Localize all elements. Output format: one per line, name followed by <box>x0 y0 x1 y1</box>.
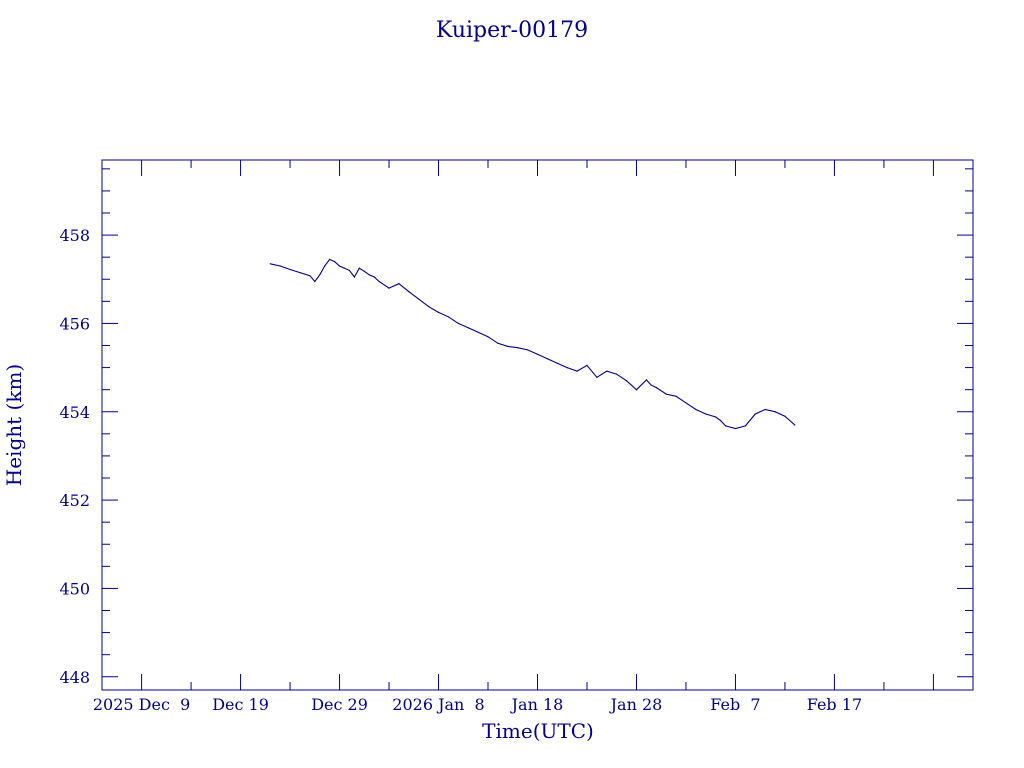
data-point <box>373 276 375 278</box>
data-point <box>527 349 529 351</box>
data-series-group <box>269 258 796 430</box>
x-tick-label: 2026 Jan 8 <box>392 695 484 714</box>
x-tick-label: Feb 7 <box>710 695 760 714</box>
data-point <box>363 270 365 272</box>
x-axis-title: Time(UTC) <box>482 719 594 743</box>
data-point <box>774 411 776 413</box>
data-point <box>507 345 509 347</box>
axis-tick-labels: 448 450 452 454 456 458 2025 Dec 9 Dec 19 Dec 29… <box>59 226 862 714</box>
data-point <box>685 402 687 404</box>
y-tick-label: 454 <box>59 403 90 422</box>
data-point <box>447 316 449 318</box>
data-point <box>467 327 469 329</box>
data-point <box>665 393 667 395</box>
data-point <box>358 267 360 269</box>
x-tick-label: Dec 19 <box>212 695 269 714</box>
y-tick-label: 452 <box>59 491 90 510</box>
x-tick-label: Dec 29 <box>311 695 368 714</box>
data-point <box>368 274 370 276</box>
data-point <box>324 265 326 267</box>
data-point <box>675 395 677 397</box>
data-point <box>338 265 341 267</box>
data-point <box>715 416 717 418</box>
data-point <box>497 342 499 344</box>
data-point <box>487 336 489 338</box>
y-axis-title: Height (km) <box>2 364 26 486</box>
y-tick-label: 456 <box>59 314 90 333</box>
data-point <box>348 269 350 271</box>
data-point <box>477 331 479 333</box>
data-point <box>616 373 618 375</box>
data-point <box>695 408 697 411</box>
data-point <box>299 272 301 274</box>
data-point <box>784 415 786 417</box>
data-point <box>314 280 316 283</box>
chart-title: Kuiper-00179 <box>436 18 588 43</box>
data-point <box>319 274 321 276</box>
data-point <box>744 425 747 427</box>
data-point <box>635 389 638 391</box>
data-point <box>650 384 652 386</box>
data-point <box>408 291 410 293</box>
data-point <box>556 362 558 364</box>
data-point <box>517 347 519 349</box>
data-point <box>437 311 440 313</box>
data-point <box>329 258 331 260</box>
data-point <box>606 370 608 372</box>
x-tick-label: Jan 18 <box>510 695 564 714</box>
x-tick-label: Jan 28 <box>609 695 663 714</box>
height-series-line <box>270 258 796 430</box>
data-point <box>764 408 766 411</box>
data-point <box>586 364 588 366</box>
data-point <box>596 376 598 378</box>
axis-ticks <box>102 160 973 690</box>
data-point <box>269 263 271 265</box>
data-point <box>705 413 707 415</box>
x-tick-label: 2025 Dec 9 <box>93 695 190 714</box>
data-point <box>353 276 355 278</box>
data-point <box>536 353 539 355</box>
x-tick-label: Feb 17 <box>807 695 862 714</box>
data-point <box>626 380 628 382</box>
data-point <box>309 275 311 277</box>
y-tick-label: 458 <box>59 226 90 245</box>
data-point <box>794 424 796 426</box>
data-point <box>566 367 568 369</box>
y-tick-label: 448 <box>59 668 90 687</box>
data-point <box>289 268 291 271</box>
data-point <box>378 280 380 283</box>
data-point <box>546 358 549 360</box>
data-point <box>725 425 727 427</box>
data-point <box>334 261 336 263</box>
data-point <box>279 265 281 267</box>
data-point <box>457 322 459 324</box>
data-point <box>754 413 756 415</box>
data-point <box>655 386 657 389</box>
data-point <box>645 379 648 381</box>
y-tick-label: 450 <box>59 579 90 598</box>
data-point <box>576 370 578 372</box>
data-point <box>388 287 390 289</box>
data-point <box>734 427 737 430</box>
data-point <box>418 298 420 300</box>
data-point <box>428 306 430 308</box>
data-point <box>720 420 722 422</box>
data-point <box>398 283 400 285</box>
